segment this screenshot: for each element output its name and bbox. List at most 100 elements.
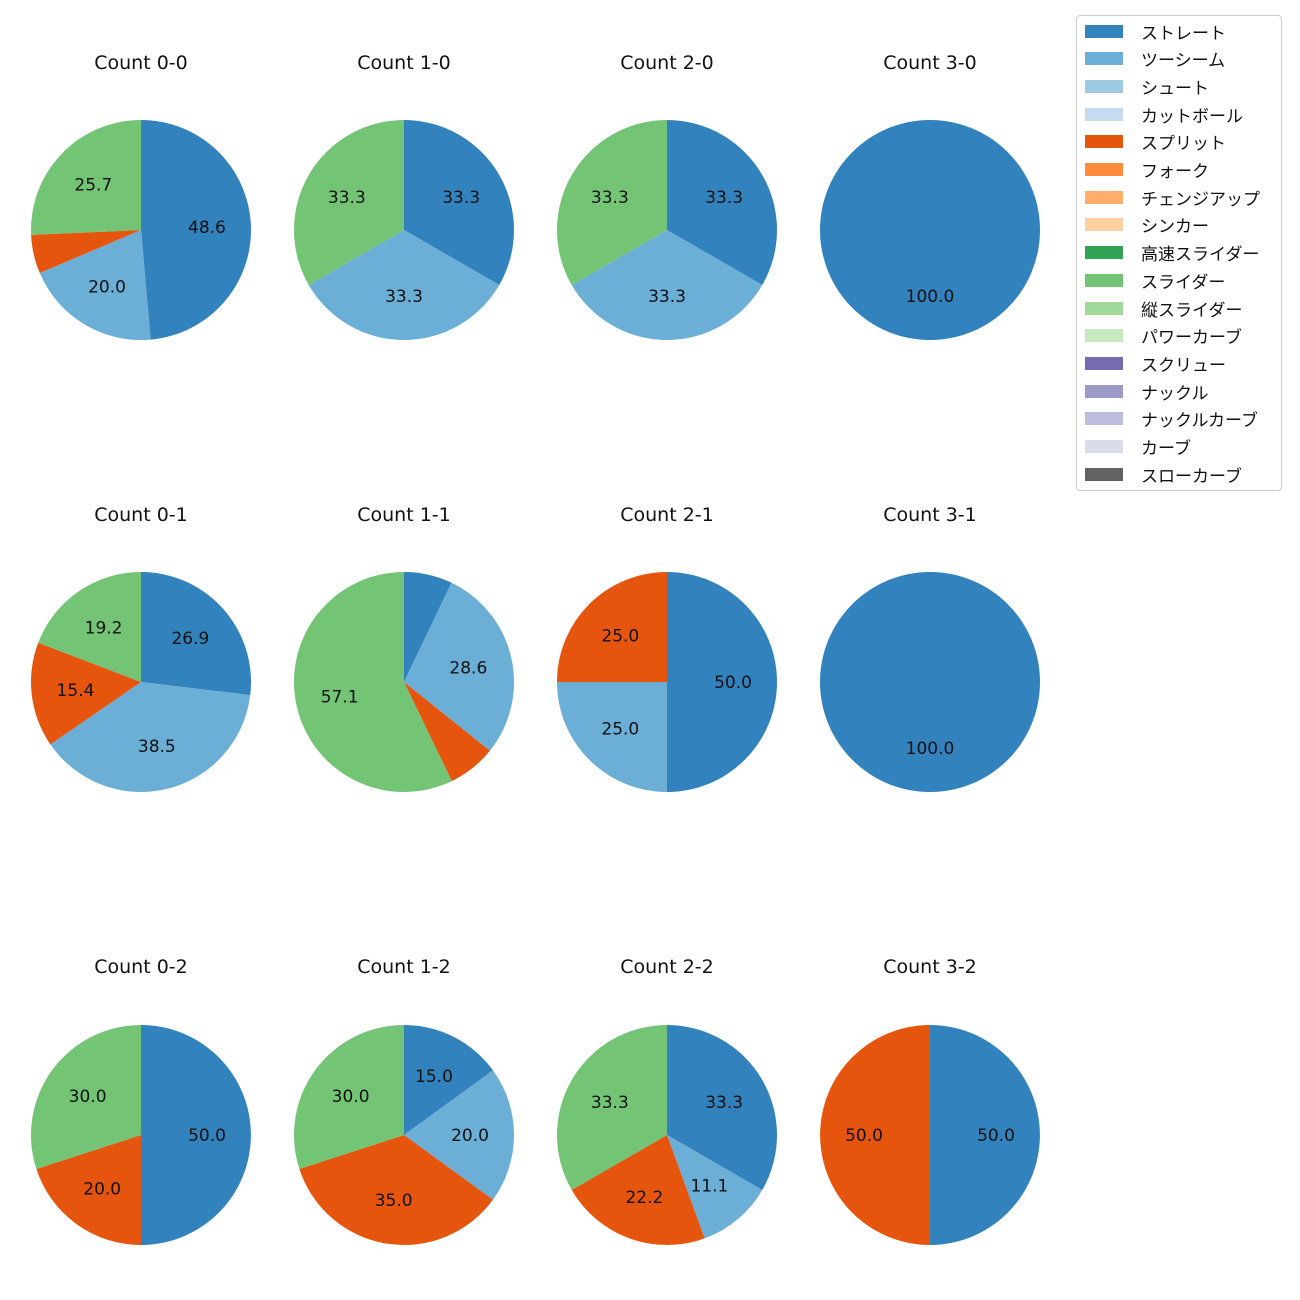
legend-swatch	[1085, 329, 1123, 343]
pie-slice	[299, 1135, 493, 1245]
pie-title: Count 3-1	[883, 504, 977, 526]
legend-item: チェンジアップ	[1085, 184, 1260, 210]
pie-slice	[404, 572, 452, 682]
legend-item: 高速スライダー	[1085, 240, 1259, 266]
pie-slice	[31, 1025, 141, 1169]
legend-swatch	[1085, 79, 1123, 93]
legend-label: フォーク	[1141, 162, 1209, 182]
legend-item: パワーカーブ	[1085, 323, 1242, 349]
legend-item: ストレート	[1085, 18, 1226, 44]
pie-slice	[141, 572, 251, 696]
pie-5: Count 0-1 26.9 38.5 15.4 19.2	[30, 504, 251, 792]
pie-slice-label: 33.3	[385, 287, 423, 307]
pie-slice-label: 33.3	[648, 287, 686, 307]
pie-6: Count 1-1 28.6 57.1	[294, 504, 515, 792]
pie-1: Count 0-0 48.6 20.0 25.7	[31, 52, 252, 340]
legend-label: スクリュー	[1141, 355, 1226, 376]
pie-slice	[557, 682, 667, 792]
legend-swatch	[1085, 218, 1123, 232]
pie-slice	[404, 1070, 514, 1200]
pie-title: Count 3-2	[883, 956, 977, 978]
pie-slice-label: 57.1	[321, 688, 359, 708]
pie-slice-label: 15.0	[415, 1067, 453, 1087]
pie-slice-label: 28.6	[449, 658, 487, 678]
legend-swatch	[1085, 246, 1123, 260]
pie-slice-label: 100.0	[906, 739, 955, 759]
legend-swatch	[1085, 412, 1123, 426]
pie-title: Count 1-1	[357, 504, 451, 526]
legend-label: シンカー	[1141, 217, 1209, 238]
pie-slice-label: 33.3	[591, 188, 629, 208]
pie-slice	[557, 572, 667, 682]
pie-title: Count 2-1	[620, 504, 714, 526]
pie-3: Count 2-0 33.3 33.3 33.3	[556, 52, 777, 341]
pie-slice	[556, 120, 667, 285]
pie-9: Count 0-2 50.0 20.0 30.0	[31, 956, 251, 1245]
legend-swatch	[1085, 24, 1123, 38]
pie-title: Count 0-1	[94, 504, 188, 526]
legend-swatch	[1085, 52, 1123, 66]
pie-slice	[36, 1135, 141, 1245]
pie-7: Count 2-1 50.0 25.0 25.0	[557, 504, 777, 792]
pie-slice-label: 50.0	[714, 673, 752, 693]
pie-slice	[667, 1025, 777, 1190]
pie-slice	[50, 682, 251, 792]
legend-label: シュート	[1141, 78, 1209, 99]
pie-title: Count 2-0	[620, 52, 714, 74]
legend-item: スローカーブ	[1085, 461, 1242, 487]
legend-label: チェンジアップ	[1141, 189, 1260, 210]
legend-label: カットボール	[1141, 106, 1243, 127]
pie-slice-label: 26.9	[171, 629, 209, 649]
pie-slice	[31, 230, 141, 274]
pie-slice-label: 50.0	[977, 1126, 1015, 1146]
pie-slice	[294, 120, 404, 285]
legend-swatch	[1085, 356, 1123, 370]
legend-swatch	[1085, 107, 1123, 121]
pie-2: Count 1-0 33.3 33.3 33.3	[294, 52, 514, 340]
pie-4: Count 3-0 100.0	[820, 52, 1040, 340]
pie-slice-label: 50.0	[845, 1126, 883, 1146]
legend-swatch	[1085, 301, 1123, 315]
pie-slice-label: 20.0	[83, 1179, 121, 1199]
pie-slice	[30, 642, 142, 745]
legend: ストレートツーシームシュートカットボール スプリットフォークチェンジアップ シンカー…	[1076, 15, 1282, 491]
pie-slice-label: 25.0	[601, 626, 639, 646]
pie-slice	[308, 230, 500, 340]
legend-item: スクリュー	[1085, 350, 1226, 376]
pie-slice-label: 50.0	[188, 1126, 226, 1146]
pie-12: Count 3-2 50.0 50.0	[820, 956, 1040, 1245]
pie-title: Count 1-2	[357, 956, 451, 978]
pie-slice-label: 33.3	[705, 1093, 743, 1113]
legend-swatch	[1085, 163, 1123, 176]
pie-10: Count 1-2 15.0 20.0 35.0 30.0	[294, 956, 514, 1245]
legend-item: スライダー	[1085, 267, 1225, 293]
legend-item: ナックル	[1085, 378, 1209, 404]
pie-slice-label: 30.0	[69, 1087, 107, 1107]
pie-slice-label: 38.5	[138, 737, 176, 757]
pie-slice-label: 35.0	[375, 1191, 413, 1211]
legend-item: ナックルカーブ	[1085, 406, 1258, 432]
legend-label: スプリット	[1141, 134, 1226, 155]
legend-label: ツーシーム	[1141, 51, 1226, 72]
pie-slice-label: 33.3	[591, 1093, 629, 1113]
pie-slice-label: 19.2	[85, 619, 123, 639]
pie-slice	[39, 230, 151, 340]
pie-slice-label: 25.0	[601, 720, 639, 740]
pie-slice	[820, 120, 1040, 340]
legend-label: カーブ	[1141, 439, 1191, 459]
legend-label: ストレート	[1141, 23, 1226, 44]
pie-slice	[571, 1135, 705, 1245]
pie-slice-label: 33.3	[442, 188, 480, 208]
legend-label: スローカーブ	[1141, 466, 1242, 487]
pie-slice	[31, 120, 141, 235]
pie-slice	[141, 120, 252, 340]
pie-slice	[294, 572, 452, 792]
pie-title: Count 3-0	[883, 52, 977, 74]
legend-item: スプリット	[1085, 129, 1226, 155]
pie-slice	[930, 1025, 1040, 1245]
pie-slice-label: 30.0	[332, 1087, 370, 1107]
legend-item: 縦スライダー	[1085, 295, 1242, 321]
legend-label: 縦スライダー	[1141, 300, 1243, 321]
pie-slice	[38, 572, 141, 682]
legend-label: スライダー	[1141, 272, 1226, 293]
